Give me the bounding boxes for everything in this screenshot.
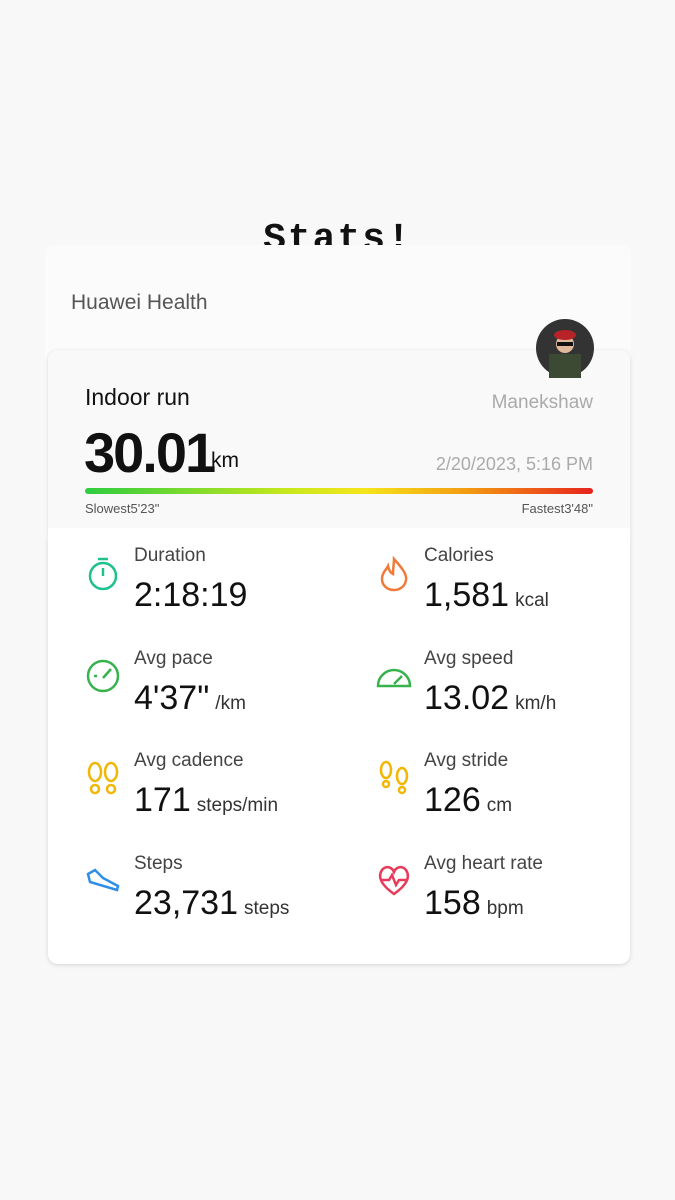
- user-name: Manekshaw: [491, 392, 593, 413]
- card-header: [48, 350, 630, 528]
- metric-value: 171: [134, 781, 191, 819]
- metric-value-row: 23,731 steps: [134, 884, 289, 923]
- metric-label: Avg cadence: [134, 750, 244, 771]
- metric-value-row: 126 cm: [424, 781, 512, 820]
- metric-unit: steps/min: [196, 795, 279, 816]
- calories-icon: [380, 556, 408, 592]
- metric-label: Calories: [424, 545, 494, 566]
- metric-unit: kcal: [515, 590, 549, 611]
- metric-value: 2:18:19: [134, 576, 248, 614]
- metric-unit: /km: [215, 692, 246, 714]
- slowest-label: Slowest: [85, 501, 131, 516]
- metric-value-row: 4'37"/km: [134, 679, 246, 718]
- stride-icon: [379, 760, 409, 795]
- duration-icon: [88, 557, 118, 591]
- cadence-icon: [87, 761, 119, 795]
- date: 2/20/2023, 5:16 PM: [435, 454, 593, 474]
- fastest-value: 3'48": [564, 501, 593, 516]
- distance-unit: km: [211, 449, 239, 472]
- metric-label: Avg pace: [134, 647, 213, 669]
- metric-value-row: 171 steps/min: [134, 781, 278, 820]
- slowest-value: 5'23": [130, 501, 160, 516]
- metric-value: 13.02: [424, 678, 510, 717]
- metric-value: 4'37": [134, 678, 210, 717]
- metric-label: Avg stride: [424, 750, 509, 771]
- metric-unit: steps: [244, 897, 290, 919]
- metric-value-row: 1,581 kcal: [424, 576, 549, 615]
- steps-icon: [86, 868, 120, 892]
- metric-value-row: 2:18:19: [134, 576, 247, 615]
- metric-unit: cm: [486, 795, 513, 816]
- fastest-label: Fastest: [521, 501, 565, 516]
- distance: 30.01: [84, 421, 216, 484]
- avatar[interactable]: [535, 318, 595, 378]
- speed-icon: [376, 668, 412, 688]
- fastest: Fastest3'48": [522, 501, 593, 516]
- metric-unit: km/h: [515, 692, 557, 714]
- metric-label: Avg speed: [424, 647, 514, 669]
- metric-label: Duration: [134, 545, 206, 566]
- metric-label: Steps: [134, 852, 183, 874]
- metric-unit: bpm: [486, 897, 524, 919]
- metric-value: 23,731: [134, 883, 238, 922]
- metric-value: 158: [424, 883, 481, 922]
- metric-value: 1,581: [424, 576, 510, 614]
- pace-gradient: [85, 488, 593, 494]
- activity-type: Indoor run: [85, 384, 190, 410]
- pace-icon: [86, 659, 120, 693]
- heart-rate-icon: [378, 865, 410, 896]
- slowest: Slowest5'23": [85, 501, 159, 516]
- app-name: Huawei Health: [71, 291, 208, 314]
- metric-value-row: 158 bpm: [424, 884, 524, 923]
- metric-value: 126: [424, 781, 481, 819]
- metric-value-row: 13.02 km/h: [424, 679, 556, 718]
- metric-label: Avg heart rate: [424, 852, 544, 874]
